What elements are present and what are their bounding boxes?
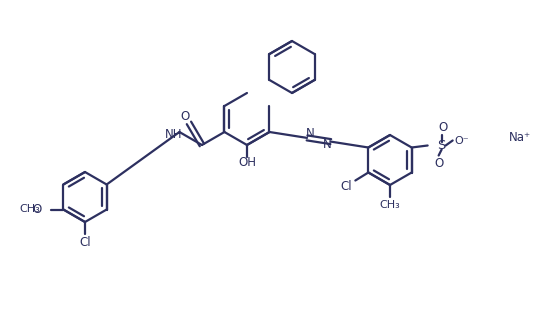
Text: N: N [306,127,314,140]
Text: O: O [438,121,447,134]
Text: NH: NH [165,128,182,140]
Text: Cl: Cl [340,180,352,193]
Text: S: S [438,139,446,152]
Text: N: N [323,138,331,151]
Text: CH₃: CH₃ [19,204,40,215]
Text: CH₃: CH₃ [380,200,400,210]
Text: O: O [434,157,443,170]
Text: Na⁺: Na⁺ [509,131,531,144]
Text: O: O [32,203,41,216]
Text: OH: OH [238,157,256,169]
Text: O: O [180,110,190,124]
Text: O⁻: O⁻ [454,135,469,145]
Text: Cl: Cl [79,236,91,248]
